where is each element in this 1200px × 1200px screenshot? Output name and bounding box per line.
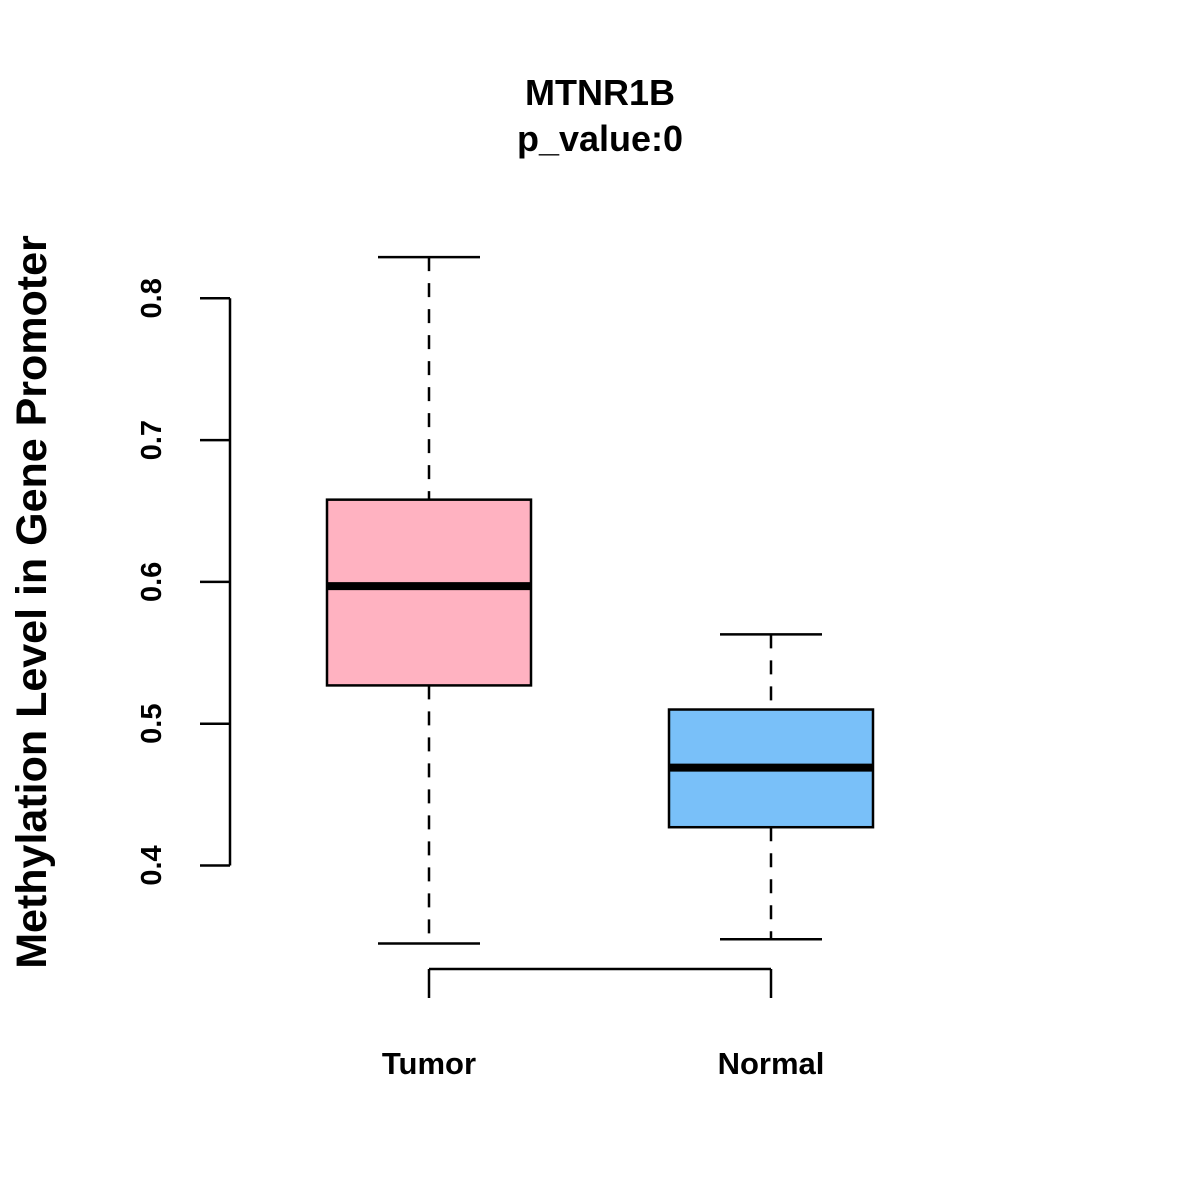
x-tick-label: Tumor xyxy=(382,1046,476,1081)
x-tick-label: Normal xyxy=(718,1046,825,1081)
boxes xyxy=(325,255,875,945)
y-tick-label: 0.8 xyxy=(136,278,168,318)
iqr-box xyxy=(325,498,533,687)
y-axis-label: Methylation Level in Gene Promoter xyxy=(8,235,56,969)
x-axis: Tumor Normal xyxy=(382,967,825,1081)
chart-subtitle: p_value:0 xyxy=(517,118,683,159)
box-tumor xyxy=(325,255,533,945)
y-tick-label: 0.7 xyxy=(136,420,168,460)
y-tick-label: 0.6 xyxy=(136,562,168,602)
chart-title: MTNR1B xyxy=(525,72,675,113)
box-normal xyxy=(667,633,875,941)
y-tick-label: 0.4 xyxy=(136,845,168,885)
y-tick-label: 0.5 xyxy=(136,704,168,744)
y-axis: 0.4 0.5 0.6 0.7 0.8 xyxy=(136,278,232,886)
